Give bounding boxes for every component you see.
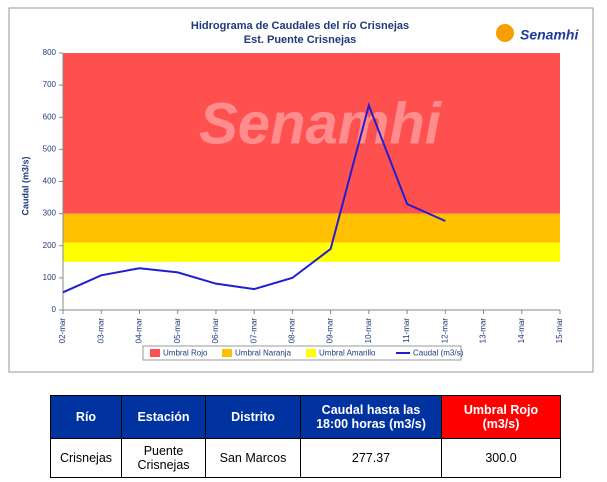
y-tick-label: 700 (43, 80, 57, 89)
x-tick-label: 04-mar (135, 318, 144, 344)
x-tick-label: 02-mar (58, 318, 67, 344)
y-tick-label: 300 (43, 209, 57, 218)
header-cell: Caudal hasta las 18:00 horas (m3/s) (300, 395, 442, 439)
x-tick-label: 07-mar (249, 318, 258, 344)
y-tick-label: 400 (43, 177, 57, 186)
header-cell: Estación (121, 395, 206, 439)
x-tick-label: 09-mar (326, 318, 335, 344)
legend-swatch (222, 349, 232, 357)
x-tick-label: 10-mar (364, 318, 373, 344)
header-cell: Distrito (205, 395, 301, 439)
x-tick-label: 15-mar (555, 318, 564, 344)
cell: 300.0 (441, 438, 561, 478)
y-tick-label: 600 (43, 112, 57, 121)
cell: 277.37 (300, 438, 442, 478)
table-row: Crisnejas Puente Crisnejas San Marcos 27… (50, 438, 561, 478)
legend-swatch (150, 349, 160, 357)
threshold-band (63, 213, 560, 243)
chart-title: Hidrograma de Caudales del río Crisnejas (191, 20, 409, 32)
logo: Senamhi (520, 27, 579, 43)
threshold-band (63, 242, 560, 262)
y-tick-label: 800 (43, 48, 57, 57)
header-cell: Umbral Rojo (m3/s) (441, 395, 561, 439)
legend-label: Umbral Rojo (163, 349, 208, 358)
y-tick-label: 0 (52, 305, 57, 314)
x-tick-label: 13-mar (479, 318, 488, 344)
y-axis-label: Caudal (m3/s) (20, 156, 30, 215)
x-tick-label: 12-mar (440, 318, 449, 344)
cell: San Marcos (205, 438, 301, 478)
x-tick-label: 11-mar (402, 318, 411, 343)
chart-subtitle: Est. Puente Crisnejas (244, 34, 357, 46)
legend-label: Umbral Naranja (235, 349, 292, 358)
legend-label: Caudal (m3/s) (413, 349, 464, 358)
logo-sun (496, 24, 514, 42)
chart: Hidrograma de Caudales del río Crisnejas… (8, 7, 594, 373)
cell: Puente Crisnejas (121, 438, 206, 478)
legend-label: Umbral Amarillo (319, 349, 376, 358)
y-tick-label: 200 (43, 241, 57, 250)
x-tick-label: 08-mar (287, 318, 296, 344)
header-cell: Río (50, 395, 122, 439)
x-tick-label: 06-mar (211, 318, 220, 344)
threshold-band (63, 53, 560, 214)
cell: Crisnejas (50, 438, 122, 478)
table-header: Río Estación Distrito Caudal hasta las 1… (50, 395, 561, 439)
series-line (62, 102, 446, 294)
y-tick-label: 100 (43, 273, 57, 282)
x-tick-label: 14-mar (517, 318, 526, 344)
x-tick-label: 03-mar (96, 318, 105, 344)
watermark: Senamhi (199, 91, 443, 156)
legend-swatch (306, 349, 316, 357)
data-table: Río Estación Distrito Caudal hasta las 1… (50, 395, 561, 478)
y-tick-label: 500 (43, 144, 57, 153)
x-tick-label: 05-mar (173, 318, 182, 344)
